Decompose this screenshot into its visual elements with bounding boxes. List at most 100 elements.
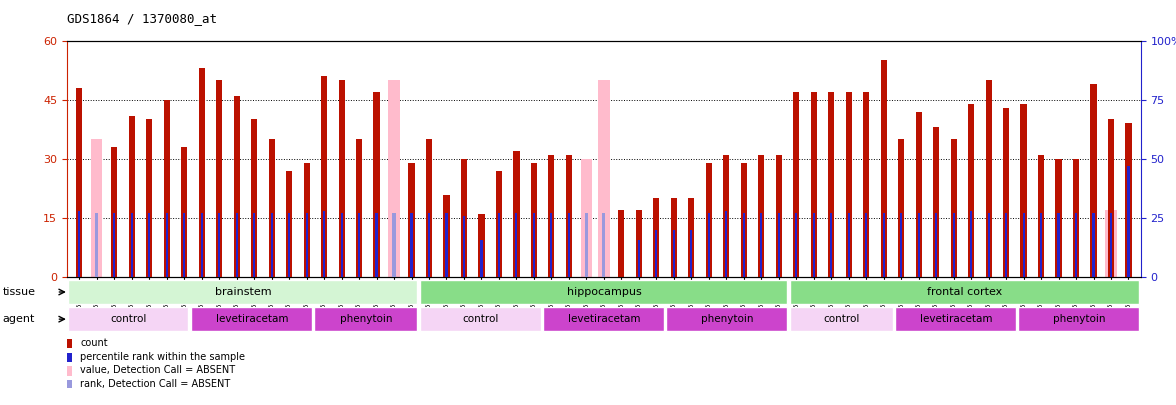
- Bar: [479, 214, 485, 277]
- Bar: [426, 139, 432, 277]
- Bar: [1090, 84, 1096, 277]
- Bar: [1005, 213, 1007, 277]
- Bar: [181, 147, 187, 277]
- Bar: [146, 119, 152, 277]
- Bar: [1105, 210, 1117, 277]
- Bar: [690, 230, 693, 277]
- Bar: [497, 213, 500, 277]
- Text: percentile rank within the sample: percentile rank within the sample: [80, 352, 245, 362]
- Bar: [288, 213, 290, 277]
- Text: count: count: [80, 338, 108, 348]
- Bar: [985, 80, 991, 277]
- Bar: [218, 213, 220, 277]
- Bar: [584, 213, 588, 277]
- Text: GDS1864 / 1370080_at: GDS1864 / 1370080_at: [67, 12, 218, 25]
- Bar: [323, 211, 325, 277]
- Bar: [252, 119, 258, 277]
- Bar: [388, 80, 400, 277]
- Bar: [566, 155, 572, 277]
- Bar: [723, 155, 729, 277]
- Bar: [496, 171, 502, 277]
- Text: rank, Detection Call = ABSENT: rank, Detection Call = ABSENT: [80, 379, 230, 389]
- Bar: [933, 128, 940, 277]
- Bar: [688, 198, 694, 277]
- Bar: [883, 213, 884, 277]
- Bar: [356, 139, 362, 277]
- Bar: [268, 139, 275, 277]
- Bar: [463, 216, 465, 277]
- Text: levetiracetam: levetiracetam: [215, 314, 288, 324]
- Bar: [481, 239, 482, 277]
- Bar: [968, 104, 974, 277]
- Bar: [67, 366, 73, 376]
- Bar: [270, 213, 273, 277]
- Text: phenytoin: phenytoin: [701, 314, 754, 324]
- Text: control: control: [462, 314, 499, 324]
- Bar: [163, 100, 169, 277]
- Bar: [533, 213, 535, 277]
- Bar: [789, 307, 893, 331]
- Bar: [795, 213, 797, 277]
- Bar: [599, 80, 609, 277]
- Bar: [461, 159, 467, 277]
- Bar: [581, 159, 592, 277]
- Text: phenytoin: phenytoin: [1053, 314, 1105, 324]
- Bar: [898, 139, 904, 277]
- Bar: [420, 307, 541, 331]
- Bar: [95, 213, 99, 277]
- Bar: [446, 213, 448, 277]
- Bar: [777, 213, 780, 277]
- Bar: [1073, 159, 1080, 277]
- Bar: [91, 139, 102, 277]
- Bar: [514, 151, 520, 277]
- Bar: [166, 213, 168, 277]
- Bar: [515, 213, 517, 277]
- Bar: [636, 210, 642, 277]
- Bar: [810, 92, 817, 277]
- Bar: [706, 163, 711, 277]
- Bar: [358, 213, 360, 277]
- Text: tissue: tissue: [2, 287, 35, 297]
- Bar: [1038, 155, 1044, 277]
- Bar: [813, 213, 815, 277]
- Bar: [1022, 213, 1024, 277]
- Bar: [253, 213, 255, 277]
- Bar: [216, 80, 222, 277]
- Bar: [1003, 108, 1009, 277]
- Bar: [637, 239, 640, 277]
- Bar: [655, 230, 657, 277]
- Bar: [789, 280, 1140, 304]
- Bar: [183, 213, 186, 277]
- Bar: [863, 92, 869, 277]
- Bar: [760, 213, 762, 277]
- Bar: [793, 92, 800, 277]
- Bar: [988, 213, 990, 277]
- Bar: [112, 147, 118, 277]
- Bar: [303, 163, 309, 277]
- Bar: [76, 88, 82, 277]
- Bar: [131, 213, 133, 277]
- Text: frontal cortex: frontal cortex: [927, 287, 1002, 297]
- Text: levetiracetam: levetiracetam: [568, 314, 640, 324]
- Bar: [776, 155, 782, 277]
- Bar: [1093, 213, 1095, 277]
- Text: phenytoin: phenytoin: [340, 314, 393, 324]
- Bar: [670, 198, 677, 277]
- Bar: [68, 307, 188, 331]
- Bar: [67, 380, 73, 390]
- Bar: [881, 60, 887, 277]
- Bar: [199, 68, 205, 277]
- Bar: [759, 155, 764, 277]
- Bar: [113, 213, 115, 277]
- Bar: [741, 163, 747, 277]
- Bar: [339, 80, 345, 277]
- Bar: [673, 230, 675, 277]
- Bar: [602, 213, 606, 277]
- Bar: [953, 213, 955, 277]
- Bar: [848, 213, 850, 277]
- Bar: [1018, 307, 1140, 331]
- Bar: [67, 339, 73, 348]
- Bar: [234, 96, 240, 277]
- Bar: [375, 213, 377, 277]
- Bar: [726, 211, 727, 277]
